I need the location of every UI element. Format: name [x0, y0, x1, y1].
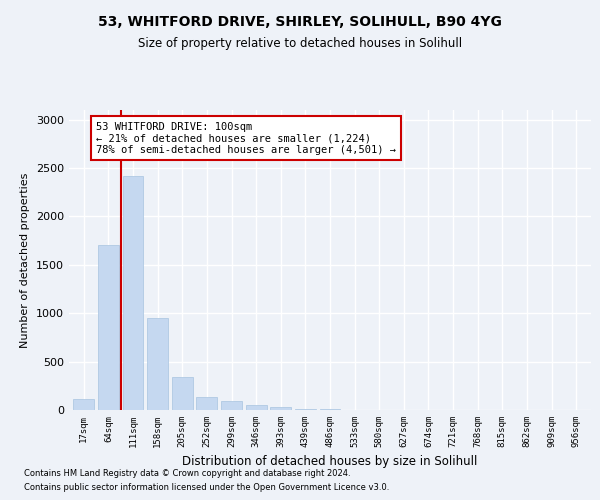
Text: Contains public sector information licensed under the Open Government Licence v3: Contains public sector information licen… [24, 484, 389, 492]
Bar [122, 176, 143, 410]
Bar [73, 400, 94, 410]
Bar [221, 402, 242, 410]
Bar [196, 397, 217, 410]
X-axis label: Distribution of detached houses by size in Solihull: Distribution of detached houses by size … [182, 456, 478, 468]
Text: 53, WHITFORD DRIVE, SHIRLEY, SOLIHULL, B90 4YG: 53, WHITFORD DRIVE, SHIRLEY, SOLIHULL, B… [98, 15, 502, 29]
Y-axis label: Number of detached properties: Number of detached properties [20, 172, 31, 348]
Bar [172, 377, 193, 410]
Bar [270, 406, 291, 410]
Text: 53 WHITFORD DRIVE: 100sqm
← 21% of detached houses are smaller (1,224)
78% of se: 53 WHITFORD DRIVE: 100sqm ← 21% of detac… [96, 122, 396, 155]
Text: Size of property relative to detached houses in Solihull: Size of property relative to detached ho… [138, 38, 462, 51]
Bar [320, 409, 340, 410]
Bar [147, 318, 168, 410]
Bar [98, 246, 119, 410]
Bar [245, 404, 266, 410]
Bar [295, 408, 316, 410]
Text: Contains HM Land Registry data © Crown copyright and database right 2024.: Contains HM Land Registry data © Crown c… [24, 468, 350, 477]
